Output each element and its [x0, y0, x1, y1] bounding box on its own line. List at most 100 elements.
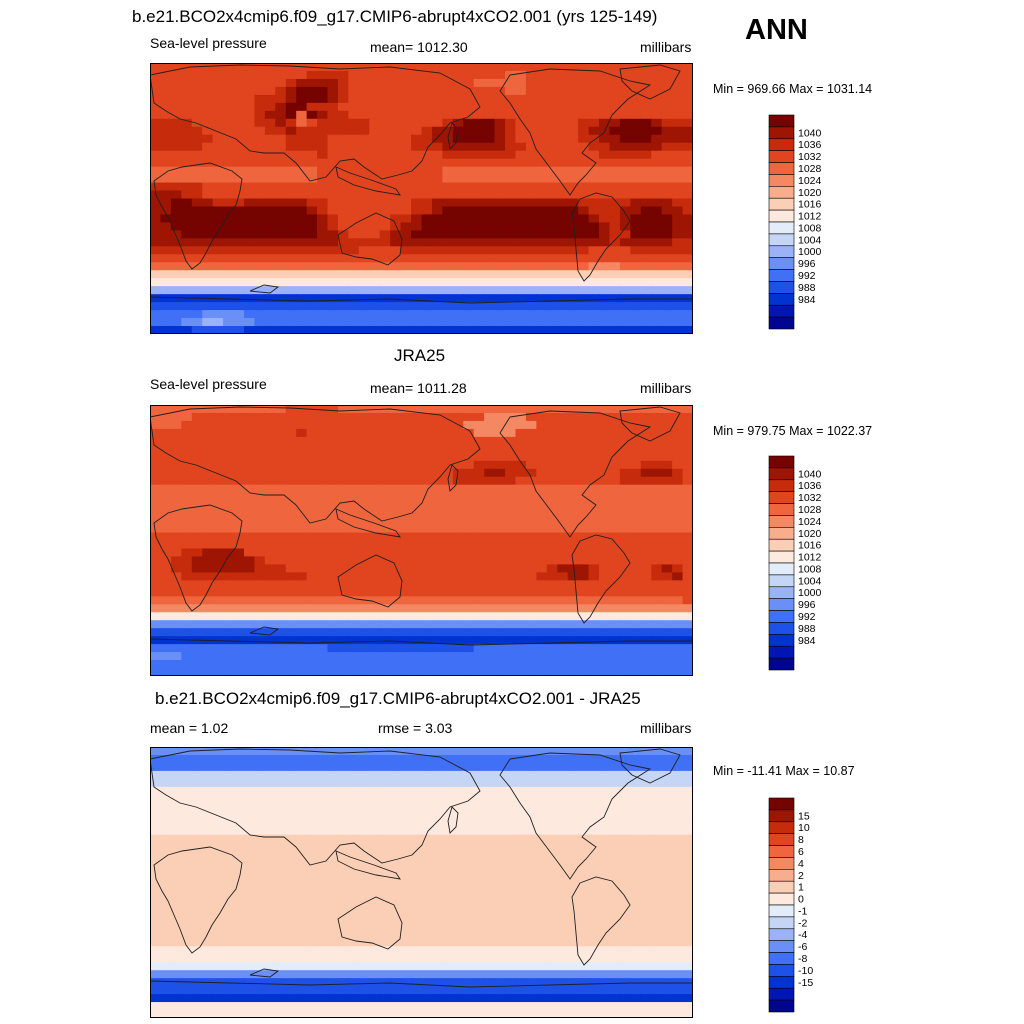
field-cell: [599, 794, 611, 804]
field-cell: [599, 270, 611, 279]
field-cell: [170, 770, 182, 780]
field-cell: [358, 460, 370, 470]
field-cell: [285, 548, 297, 558]
field-cell: [348, 930, 360, 939]
field-cell: [661, 882, 673, 892]
field-cell: [306, 906, 318, 915]
field-cell: [672, 818, 684, 828]
coastline: [571, 534, 631, 624]
field-cell: [254, 110, 266, 120]
field-cell: [369, 930, 381, 939]
field-cell: [160, 294, 172, 303]
field-cell: [431, 206, 443, 216]
field-cell: [306, 102, 318, 112]
field-cell: [369, 468, 381, 478]
field-cell: [599, 412, 611, 422]
field-cell: [442, 198, 454, 208]
field-cell: [661, 532, 673, 542]
field-cell: [484, 866, 496, 876]
field-cell: [275, 556, 287, 566]
field-cell: [317, 500, 329, 510]
field-cell: [578, 198, 590, 208]
field-cell: [609, 762, 621, 772]
field-cell: [494, 412, 506, 422]
field-cell: [505, 428, 517, 438]
field-cell: [212, 420, 224, 430]
field-cell: [609, 452, 621, 462]
field-cell: [400, 532, 412, 542]
field-cell: [191, 326, 203, 334]
field-cell: [536, 628, 548, 637]
field-cell: [202, 118, 214, 128]
field-cell: [557, 548, 569, 558]
field-cell: [379, 810, 391, 820]
field-cell: [505, 326, 517, 334]
field-cell: [557, 158, 569, 168]
field-cell: [630, 914, 642, 923]
field-cell: [223, 166, 235, 176]
field-cell: [536, 94, 548, 104]
field-cell: [327, 460, 339, 470]
field-cell: [306, 230, 318, 239]
field-cell: [390, 842, 402, 852]
field-cell: [317, 628, 329, 637]
field-cell: [630, 166, 642, 176]
field-cell: [223, 922, 235, 931]
field-cell: [640, 412, 652, 422]
field-cell: [442, 484, 454, 494]
field-cell: [191, 604, 203, 613]
field-cell: [411, 134, 423, 144]
field-cell: [473, 604, 485, 613]
field-cell: [651, 230, 663, 239]
field-cell: [306, 818, 318, 828]
field-cell: [379, 778, 391, 788]
field-cell: [630, 150, 642, 160]
field-cell: [327, 660, 339, 669]
field-cell: [390, 270, 402, 279]
field-cell: [254, 890, 266, 900]
field-cell: [505, 158, 517, 168]
field-cell: [160, 842, 172, 852]
field-cell: [275, 166, 287, 176]
field-cell: [567, 826, 579, 836]
field-cell: [661, 94, 673, 104]
field-cell: [567, 254, 579, 263]
field-cell: [421, 826, 433, 836]
field-cell: [191, 126, 203, 136]
field-cell: [400, 436, 412, 446]
field-cell: [275, 182, 287, 192]
field-cell: [223, 612, 235, 621]
field-cell: [191, 302, 203, 311]
field-cell: [348, 754, 360, 764]
field-cell: [515, 412, 527, 422]
field-cell: [431, 930, 443, 939]
field-cell: [400, 174, 412, 184]
field-cell: [306, 198, 318, 208]
field-cell: [619, 94, 631, 104]
field-cell: [567, 318, 579, 327]
field-cell: [661, 938, 673, 947]
field-cell: [150, 78, 162, 88]
field-cell: [536, 524, 548, 534]
field-cell: [494, 286, 506, 295]
field-cell: [619, 914, 631, 923]
field-cell: [191, 142, 203, 152]
field-cell: [630, 134, 642, 144]
field-cell: [170, 78, 182, 88]
field-cell: [181, 612, 193, 621]
field-cell: [191, 540, 203, 550]
field-cell: [578, 818, 590, 828]
field-cell: [275, 850, 287, 860]
field-cell: [515, 78, 527, 88]
field-cell: [358, 636, 370, 645]
field-cell: [599, 898, 611, 908]
field-cell: [588, 564, 600, 573]
field-cell: [536, 858, 548, 868]
field-cell: [358, 580, 370, 589]
field-cell: [619, 882, 631, 892]
field-cell: [337, 174, 349, 184]
field-cell: [358, 644, 370, 653]
field-cell: [651, 660, 663, 669]
field-cell: [515, 214, 527, 224]
field-cell: [557, 762, 569, 772]
